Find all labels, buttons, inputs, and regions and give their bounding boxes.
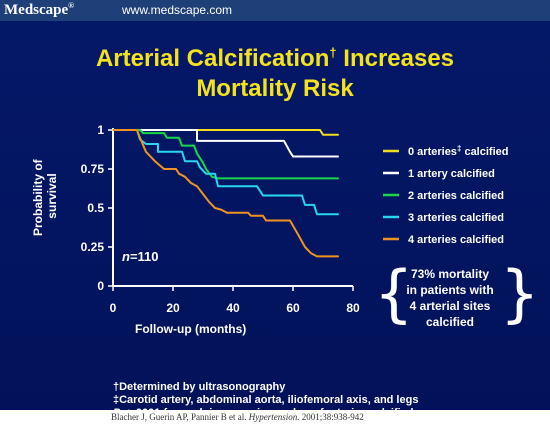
- series-line-4: [112, 129, 339, 258]
- legend-label: 4 arteries calcified: [408, 234, 504, 246]
- callout-right-brace: }: [500, 257, 540, 330]
- y-axis-label-line2: survival: [45, 173, 59, 218]
- legend-label: 3 arteries calcified: [408, 212, 504, 224]
- sample-size-label: n=110: [122, 249, 159, 264]
- callout-line: 73% mortality: [410, 267, 490, 281]
- series-layer: [112, 129, 339, 258]
- y-tick-label: 0.25: [81, 240, 105, 254]
- legend-label: 1 artery calcified: [408, 168, 495, 180]
- y-axis-label-line1: Probability of: [31, 158, 45, 236]
- callout-line: calcified: [425, 315, 475, 329]
- callout-line: 4 arterial sites: [409, 299, 491, 313]
- y-tick-label: 0.5: [87, 201, 104, 215]
- footnote-3: P < .0001 for each increase in number of…: [113, 407, 414, 419]
- x-tick-label: 60: [286, 301, 300, 315]
- callout-left-brace: {: [374, 257, 414, 330]
- citation: Blacher J, Guerin AP, Pannier B et al. H…: [111, 412, 364, 422]
- site-url: www.medscape.com: [122, 3, 233, 17]
- series-line-1: [112, 129, 339, 158]
- brand-logo: Medscape®: [4, 1, 75, 18]
- footnotes: †Determined by ultrasonography ‡Carotid …: [113, 381, 418, 420]
- header-bar: Medscape® www.medscape.com: [0, 0, 550, 21]
- mortality-callout: 73% mortality in patients with 4 arteria…: [386, 266, 514, 330]
- series-line-2: [112, 129, 339, 180]
- callout-line: in patients with: [406, 283, 494, 297]
- footnote-1: †Determined by ultrasonography: [113, 381, 286, 393]
- slide: Arterial Calcification† Increases Mortal…: [0, 21, 550, 419]
- series-line-3: [112, 129, 339, 216]
- survival-chart: 0 0.25 0.5 0.75 1 0 20 40 60 80 Follow-up (months…: [31, 123, 508, 336]
- x-tick-label: 20: [166, 301, 180, 315]
- x-tick-label: 40: [226, 301, 240, 315]
- x-tick-label: 80: [346, 301, 360, 315]
- y-tick-label: 1: [97, 123, 104, 137]
- series-line-0: [112, 129, 339, 136]
- y-axis-label: Probability of survival: [31, 156, 59, 236]
- tick-layer: 0 0.25 0.5 0.75 1 0 20 40 60 80: [81, 123, 360, 315]
- footnote-2: ‡Carotid artery, abdominal aorta, iliofe…: [113, 394, 419, 406]
- x-tick-label: 0: [110, 301, 117, 315]
- legend-label: 2 arteries calcified: [408, 190, 504, 202]
- slide-title: Arterial Calcification† Increases Mortal…: [95, 45, 455, 102]
- y-tick-label: 0.75: [81, 162, 105, 176]
- legend: 0 arteries‡ calcified 1 artery calcified 2…: [383, 144, 508, 246]
- legend-label: 0 arteries‡ calcified: [408, 144, 508, 158]
- x-axis-label: Follow-up (months): [135, 322, 246, 336]
- y-tick-label: 0: [97, 279, 104, 293]
